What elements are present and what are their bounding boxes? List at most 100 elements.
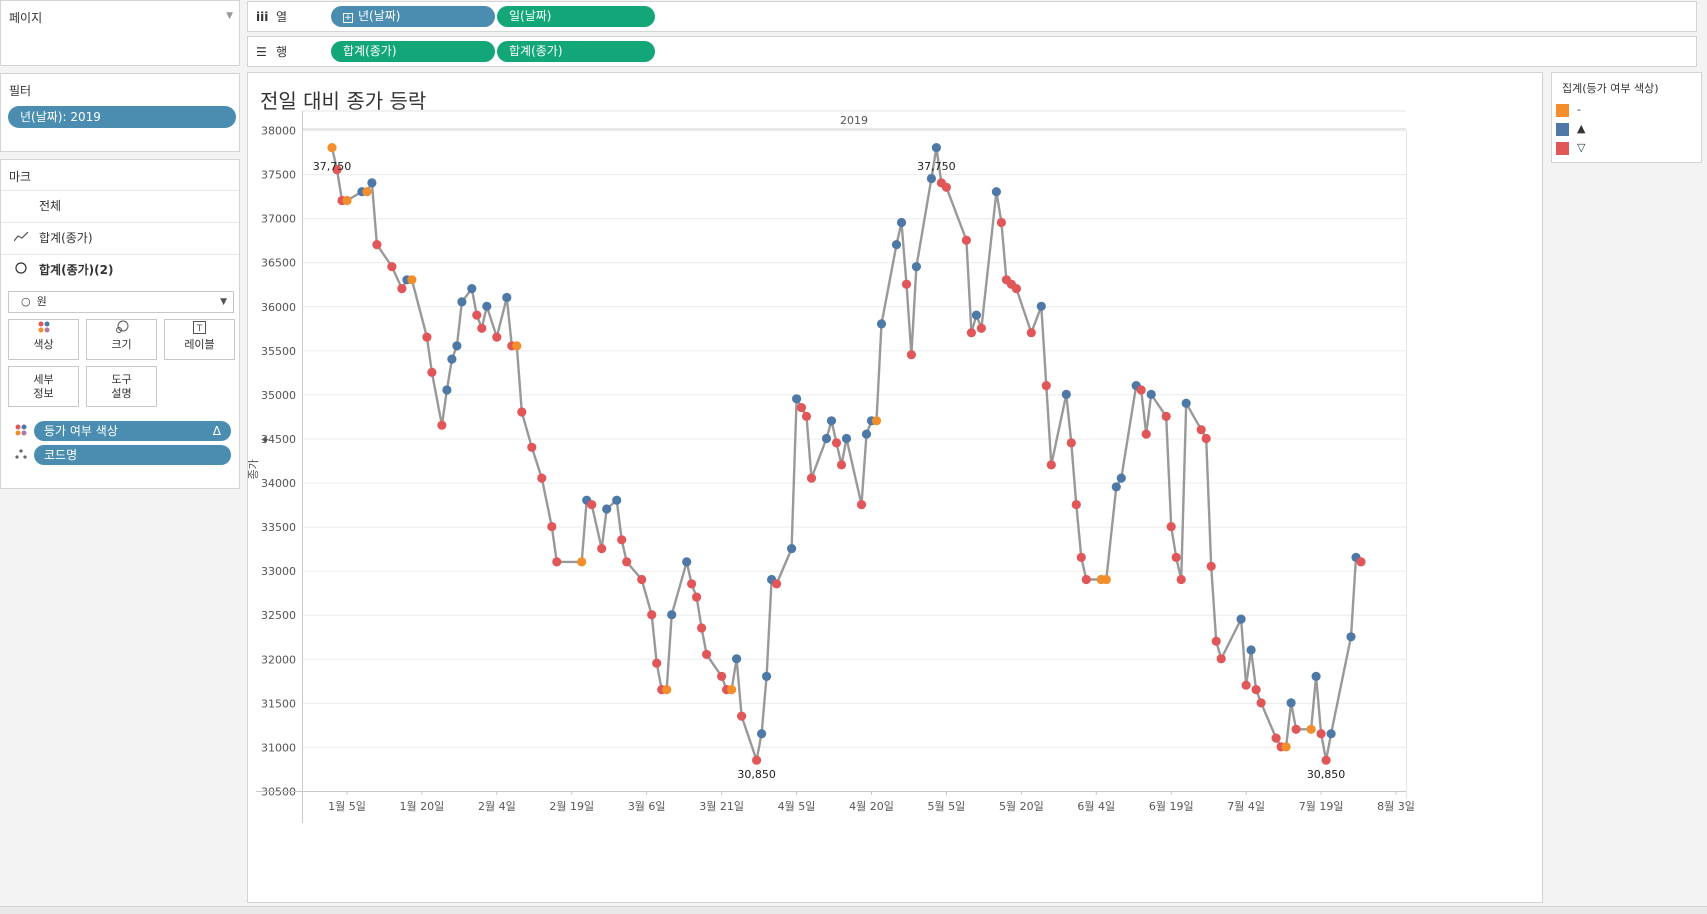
- detail-field-pill[interactable]: 코드명: [34, 445, 231, 465]
- data-point-up: [612, 495, 622, 505]
- marks-tab-close-2[interactable]: 합계(종가)(2): [1, 254, 239, 286]
- data-point-flat: [1281, 742, 1291, 752]
- row-pill-close-1[interactable]: 합계(종가): [331, 41, 495, 62]
- y-tick-label: 32000: [261, 653, 296, 666]
- x-tick-label: 4월 20일: [849, 799, 894, 813]
- line-chart[interactable]: 2019305003100031500320003250033000335003…: [248, 73, 1542, 902]
- size-icon: [87, 320, 156, 338]
- detail-icon: [14, 447, 30, 463]
- columns-shelf[interactable]: iii 열 + 년(날짜) 일(날짜): [247, 1, 1697, 32]
- y-tick-label: 31000: [261, 741, 296, 754]
- data-point-up: [1286, 698, 1296, 708]
- data-point-down: [547, 522, 557, 532]
- series-line: [330, 146, 1362, 762]
- color-icon: [9, 320, 78, 338]
- color-legend[interactable]: 집계(등가 여부 색상) - ▲ ▽: [1551, 72, 1702, 163]
- data-point-down: [1026, 328, 1036, 338]
- data-point-flat: [1101, 574, 1111, 585]
- data-point-down: [856, 500, 867, 510]
- column-pill-year[interactable]: + 년(날짜): [331, 6, 495, 27]
- data-point-up: [931, 143, 942, 153]
- data-point-down: [796, 403, 807, 413]
- data-point-down: [831, 438, 842, 448]
- sheet-tab-strip[interactable]: [0, 906, 1707, 914]
- legend-swatch-flat: [1556, 104, 1569, 117]
- detail-button[interactable]: 세부 정보: [8, 366, 79, 407]
- data-point-up: [482, 301, 492, 311]
- legend-swatch-down: [1556, 142, 1569, 155]
- x-tick-label: 5월 5일: [928, 799, 966, 813]
- data-point-up: [467, 284, 477, 294]
- x-tick-label: 6월 19일: [1149, 799, 1194, 813]
- row-pill-close-2[interactable]: 합계(종가): [497, 41, 655, 62]
- data-point-down: [1216, 654, 1226, 664]
- data-point-down: [961, 235, 972, 245]
- data-point-down: [1271, 733, 1281, 743]
- data-point-down: [976, 323, 987, 333]
- filter-pill-year[interactable]: 년(날짜): 2019: [8, 106, 236, 128]
- data-point-down: [1071, 500, 1081, 510]
- pin-icon: ✦: [260, 433, 270, 447]
- data-point-down: [1206, 561, 1216, 571]
- data-point-up: [667, 610, 677, 620]
- data-point-down: [806, 473, 817, 483]
- data-point-up: [861, 429, 872, 439]
- data-point-up: [1061, 389, 1071, 399]
- data-point-down: [552, 557, 562, 567]
- data-point-up: [926, 173, 937, 184]
- y-tick-label: 37000: [261, 213, 296, 226]
- color-field-pill[interactable]: 등가 여부 색상 Δ: [34, 421, 231, 441]
- circle-icon: [13, 255, 29, 286]
- filters-shelf[interactable]: 필터 년(날짜): 2019: [0, 73, 240, 152]
- marks-tab-close[interactable]: 합계(종가): [1, 222, 239, 254]
- data-point-up: [911, 262, 922, 272]
- legend-title: 집계(등가 여부 색상): [1562, 82, 1659, 95]
- pages-dropdown-icon[interactable]: ▼: [226, 11, 233, 21]
- data-point-up: [891, 240, 902, 250]
- mark-type-dropdown[interactable]: ○ 원 ▼: [8, 291, 234, 313]
- data-point-down: [1321, 755, 1331, 765]
- data-point-down: [697, 623, 707, 633]
- data-point-up: [367, 178, 377, 188]
- data-point-down: [737, 711, 747, 721]
- data-point-down: [622, 557, 632, 567]
- chevron-down-icon: ▼: [220, 297, 227, 307]
- y-tick-label: 35000: [261, 389, 296, 402]
- pages-title: 페이지: [9, 11, 43, 25]
- data-point-down: [966, 328, 977, 338]
- data-point-down: [1076, 552, 1086, 562]
- x-tick-label: 3월 21일: [699, 799, 744, 813]
- worksheet-view[interactable]: 전일 대비 종가 등락 2019 30500 31000 31500 32000 3250…: [247, 72, 1543, 903]
- tooltip-button[interactable]: 도구 설명: [86, 366, 157, 407]
- pages-shelf[interactable]: 페이지 ▼: [0, 0, 240, 66]
- data-point-down: [517, 407, 527, 417]
- data-point-flat: [342, 195, 352, 206]
- data-point-up: [682, 557, 692, 567]
- data-point-up: [971, 310, 982, 320]
- data-point-down: [422, 332, 432, 342]
- size-button[interactable]: 크기: [86, 319, 157, 360]
- color-button[interactable]: 색상: [8, 319, 79, 360]
- label-button[interactable]: T 레이블: [164, 319, 235, 360]
- data-point-up: [787, 544, 797, 554]
- column-header-year: 2019: [840, 114, 868, 127]
- column-pill-day[interactable]: 일(날짜): [497, 6, 655, 27]
- data-point-down: [597, 544, 607, 554]
- data-label: 30,850: [1307, 768, 1346, 781]
- data-point-down: [527, 442, 537, 452]
- data-point-down: [906, 350, 917, 360]
- legend-swatch-up: [1556, 123, 1569, 136]
- data-point-up: [821, 433, 832, 444]
- x-tick-label: 3월 6일: [628, 799, 666, 813]
- x-tick-label: 7월 19일: [1299, 799, 1344, 813]
- y-tick-label: 34500: [261, 433, 296, 446]
- marks-tab-all[interactable]: 전체: [1, 190, 239, 222]
- data-point-down: [1211, 636, 1221, 646]
- data-point-down: [1041, 381, 1051, 391]
- data-point-down: [1081, 574, 1091, 585]
- data-point-up: [602, 504, 612, 514]
- data-point-down: [941, 182, 952, 192]
- expand-icon[interactable]: +: [343, 13, 353, 23]
- y-tick-label: 36000: [261, 301, 296, 314]
- rows-shelf[interactable]: ☰ 행 합계(종가) 합계(종가): [247, 36, 1697, 67]
